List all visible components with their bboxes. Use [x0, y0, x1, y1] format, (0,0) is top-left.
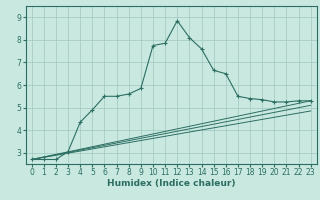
X-axis label: Humidex (Indice chaleur): Humidex (Indice chaleur) — [107, 179, 236, 188]
